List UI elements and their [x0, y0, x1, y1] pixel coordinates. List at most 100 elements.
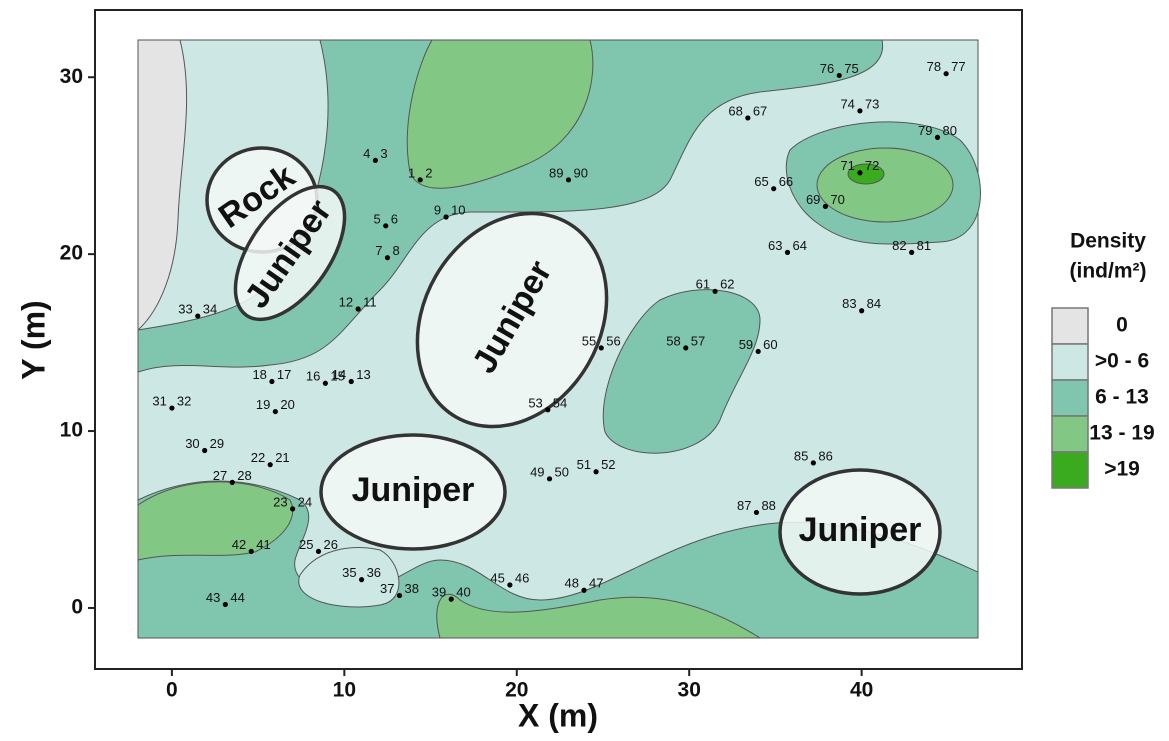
point-label: 39: [432, 585, 446, 600]
juniper-outline: [778, 468, 942, 596]
density-high: [406, 39, 594, 189]
juniper-outline: [233, 184, 347, 322]
point-label: 21: [275, 450, 289, 465]
point-label: 20: [280, 397, 294, 412]
point-label: 29: [210, 436, 224, 451]
point-label: 16: [306, 369, 320, 384]
point-label: 9: [434, 202, 441, 217]
point-label: 14: [332, 367, 346, 382]
point-label: 3: [380, 146, 387, 161]
sample-point: [396, 592, 403, 599]
point-label: 81: [917, 238, 931, 253]
axes: 0 10 20 30 40 0 10 20 30: [60, 65, 874, 702]
legend-swatch: [1051, 307, 1089, 345]
y-tick-label: 0: [71, 596, 83, 619]
point-label: 57: [691, 333, 705, 348]
sample-point: [322, 380, 328, 386]
point-label: 45: [490, 570, 504, 585]
point-label: 83: [842, 296, 856, 311]
point-label: 86: [818, 448, 832, 463]
density-mid: [602, 289, 761, 454]
point-label: 6: [391, 211, 398, 226]
point-label: 30: [185, 436, 199, 451]
sample-point: [290, 506, 296, 512]
sample-point: [909, 249, 915, 255]
point-label: 11: [363, 294, 377, 309]
legend-title: (ind/m²): [1070, 260, 1147, 283]
point-label: 74: [840, 96, 854, 111]
sample-point: [712, 288, 718, 294]
point-label: 37: [380, 581, 394, 596]
point-label: 60: [763, 337, 777, 352]
point-label: 1: [408, 165, 415, 180]
point-label: 47: [589, 576, 603, 591]
sample-point: [169, 405, 175, 411]
point-label: 33: [178, 301, 192, 316]
point-label: 50: [555, 464, 569, 479]
point-label: 7: [375, 243, 382, 258]
legend-label: 6 - 13: [1095, 386, 1149, 409]
sample-point: [507, 582, 513, 588]
y-tick-label: 30: [60, 65, 83, 88]
sample-point: [384, 255, 391, 261]
sample-point: [859, 308, 865, 314]
point-label: 31: [152, 393, 166, 408]
sample-point: [222, 601, 228, 608]
y-axis-title: Y (m): [15, 300, 51, 379]
density-high: [137, 481, 293, 561]
x-tick-label: 10: [333, 679, 356, 702]
sample-point: [943, 71, 949, 77]
point-label: 89: [549, 165, 563, 180]
point-label: 65: [754, 174, 768, 189]
density-peak: [847, 163, 885, 185]
sample-point: [372, 157, 378, 163]
sample-point: [753, 509, 760, 516]
legend-swatch: [1051, 415, 1089, 453]
point-label: 80: [943, 123, 957, 138]
point-label: 28: [237, 468, 251, 483]
density-low: [298, 547, 400, 608]
habitats: Rock Juniper Juniper Juniper Juniper: [205, 146, 942, 596]
sample-point: [836, 72, 842, 79]
point-label: 85: [794, 448, 808, 463]
habitat-label: Juniper: [352, 471, 475, 509]
sample-point: [195, 313, 201, 319]
sample-point: [857, 108, 863, 114]
point-label: 76: [820, 61, 834, 76]
sample-point: [348, 378, 354, 385]
sample-point: [565, 177, 572, 183]
point-label: 22: [251, 450, 265, 465]
point-label: 32: [177, 393, 191, 408]
legend-title: Density: [1070, 230, 1146, 253]
point-label: 79: [918, 123, 932, 138]
point-label: 62: [720, 277, 734, 292]
point-label: 48: [565, 576, 579, 591]
y-tick-label: 10: [60, 419, 83, 442]
point-label: 42: [232, 537, 246, 552]
point-label: 58: [666, 333, 680, 348]
point-label: 63: [768, 238, 782, 253]
density-high: [816, 147, 954, 223]
point-label: 35: [342, 565, 356, 580]
point-label: 66: [779, 174, 793, 189]
sample-point: [598, 345, 604, 351]
legend-label: 13 - 19: [1089, 422, 1154, 445]
legend-label: >19: [1104, 458, 1140, 481]
point-label: 87: [737, 498, 751, 513]
legend-swatch: [1051, 343, 1089, 381]
point-label: 73: [865, 96, 879, 111]
sample-point: [202, 447, 208, 454]
juniper-outline: [319, 433, 507, 551]
y-tick-label: 20: [60, 242, 83, 265]
density-zero: [137, 39, 188, 332]
point-label: 69: [806, 192, 820, 207]
point-label: 40: [456, 585, 470, 600]
point-label: 55: [582, 333, 596, 348]
sample-point: [683, 345, 689, 351]
sample-point: [810, 460, 816, 466]
sample-point: [771, 186, 777, 192]
sample-point: [269, 378, 275, 385]
legend: Density (ind/m²) 0 >0 - 6 6 - 13 13 - 19 >19: [1051, 230, 1155, 489]
point-label: 10: [451, 202, 465, 217]
